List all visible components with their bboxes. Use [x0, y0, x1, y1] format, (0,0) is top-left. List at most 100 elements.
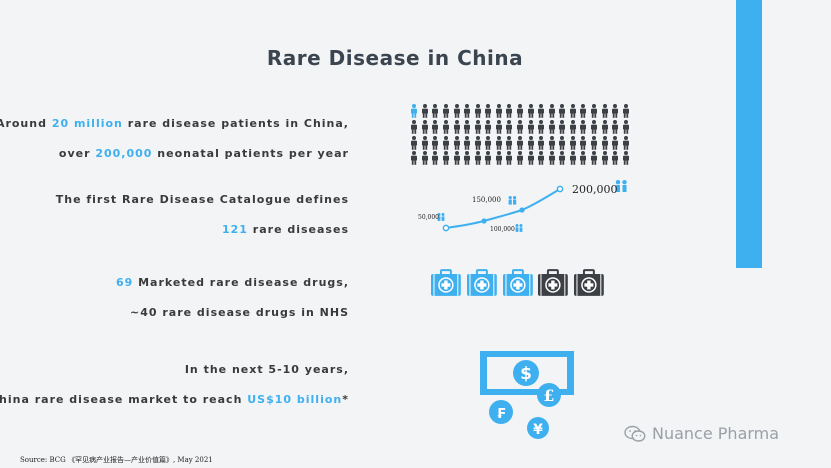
stat-line: 69 Marketed rare disease drugs, [116, 276, 349, 289]
person-icon [504, 119, 515, 135]
person-icon [504, 151, 515, 166]
person-icon [610, 104, 621, 119]
person-icon [599, 135, 610, 151]
person-icon [515, 104, 526, 119]
person-icon [472, 135, 483, 151]
growth-label: 100,000 [490, 226, 515, 233]
person-icon [568, 151, 579, 166]
person-icon [472, 104, 483, 119]
person-icon [525, 151, 536, 166]
brand-watermark: Nuance Pharma [624, 424, 779, 443]
person-icon [546, 135, 557, 151]
person-icon [515, 135, 526, 151]
person-icon [451, 135, 462, 151]
stat-highlight: 200,000 [95, 147, 153, 160]
stat-text: In the next 5-10 years, [184, 363, 349, 376]
person-icon [589, 104, 600, 119]
person-icon [620, 135, 631, 151]
stat-line: The first Rare Disease Catalogue defines [56, 193, 349, 206]
slide-title: Rare Disease in China [266, 46, 524, 70]
person-icon [536, 104, 547, 119]
person-icon [568, 135, 579, 151]
stat-highlight: 121 [222, 223, 248, 236]
stat-text: rare disease patients in China, [122, 117, 349, 130]
person-icon [610, 151, 621, 166]
accent-bar [736, 0, 762, 268]
stat-text: The first Rare Disease Catalogue defines [55, 193, 349, 206]
person-icon [494, 135, 505, 151]
stat-line: ~40 rare disease drugs in NHS [130, 306, 349, 319]
person-icon [494, 104, 505, 119]
person-icon [610, 135, 621, 151]
stat-text: ~40 rare disease drugs in NHS [130, 306, 349, 319]
person-icon [578, 104, 589, 119]
svg-text:$: $ [520, 364, 532, 384]
person-icon [451, 119, 462, 135]
person-icon [483, 151, 494, 166]
person-icon [441, 104, 452, 119]
person-icon [409, 151, 420, 166]
person-icon [525, 104, 536, 119]
person-icon [441, 151, 452, 166]
person-icon [483, 119, 494, 135]
person-icon [420, 104, 431, 119]
person-icon [515, 151, 526, 166]
stat-line: Around 20 million rare disease patients … [0, 117, 349, 130]
stat-line: 121 rare diseases [222, 223, 349, 236]
growth-label: 200,000 [572, 183, 618, 196]
person-icon [483, 135, 494, 151]
stat-highlight: 20 million [51, 117, 123, 130]
person-icon [536, 151, 547, 166]
wechat-icon [624, 425, 646, 442]
person-icon [462, 135, 473, 151]
person-icon [462, 119, 473, 135]
person-icon [557, 135, 568, 151]
medical-kit-icon [574, 269, 604, 296]
person-icon [525, 135, 536, 151]
medical-kit-icon [466, 269, 497, 296]
person-icon [599, 119, 610, 135]
person-icon [578, 119, 589, 135]
person-icon [546, 151, 557, 166]
people-grid [409, 104, 631, 166]
person-icon [430, 104, 441, 119]
growth-curve-graphic [437, 180, 627, 232]
person-icon [620, 119, 631, 135]
stat-text: * [342, 393, 349, 406]
person-icon [536, 119, 547, 135]
person-icon [620, 104, 631, 119]
stat-highlight: 69 [115, 276, 134, 289]
person-icon [462, 151, 473, 166]
person-icon [589, 135, 600, 151]
stat-text: China rare disease market to reach [0, 393, 248, 406]
person-icon [568, 119, 579, 135]
person-icon [420, 119, 431, 135]
stat-line: In the next 5-10 years, [185, 363, 349, 376]
person-icon [515, 119, 526, 135]
person-icon [472, 151, 483, 166]
stat-line: China rare disease market to reach US$10… [0, 393, 349, 406]
person-icon [589, 151, 600, 166]
person-icon [441, 119, 452, 135]
growth-label: 150,000 [472, 196, 501, 204]
person-icon [409, 104, 420, 119]
person-icon [420, 151, 431, 166]
person-icon [557, 104, 568, 119]
person-icon [409, 119, 420, 135]
person-icon [430, 119, 441, 135]
person-icon [525, 119, 536, 135]
person-icon [557, 151, 568, 166]
person-icon [610, 119, 621, 135]
person-icon [578, 135, 589, 151]
person-icon [483, 104, 494, 119]
person-icon [504, 135, 515, 151]
person-icon [620, 151, 631, 166]
person-icon [441, 135, 452, 151]
person-icon [494, 151, 505, 166]
person-icon [430, 135, 441, 151]
medical-kits [430, 269, 605, 299]
person-icon [557, 119, 568, 135]
person-icon [451, 104, 462, 119]
person-icon [546, 104, 557, 119]
medical-kit-icon [502, 269, 533, 296]
